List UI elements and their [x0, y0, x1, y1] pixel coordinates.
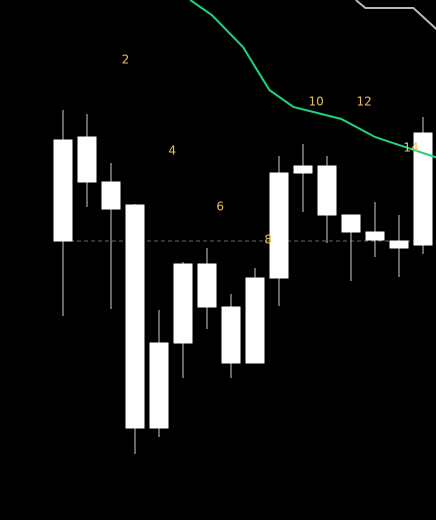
candle-body-12 [317, 165, 337, 216]
candle-body-4 [125, 204, 145, 429]
bar-count-label-2: 2 [122, 53, 130, 67]
candle-body-14 [365, 231, 385, 241]
candle-body-8 [221, 306, 241, 364]
moving-average-gray-upper [355, 0, 436, 31]
bar-count-label-14: 14 [403, 141, 418, 155]
bar-count-label-8: 8 [264, 233, 272, 247]
bar-count-label-6: 6 [216, 200, 224, 214]
candle-body-10 [269, 172, 289, 279]
candle-body-11 [293, 165, 313, 174]
candle-body-3 [101, 181, 121, 210]
candle-body-5 [149, 342, 169, 429]
candle-body-7 [197, 263, 217, 308]
candle-body-13 [341, 214, 361, 233]
bar-count-label-4: 4 [168, 144, 176, 158]
moving-average-green [189, 0, 436, 159]
candle-body-6 [173, 263, 193, 344]
candle-body-16 [413, 132, 433, 246]
candle-body-9 [245, 277, 265, 364]
bar-count-label-12: 12 [357, 95, 372, 109]
bar-count-label-10: 10 [309, 95, 324, 109]
candle-body-1 [53, 139, 73, 242]
candle-body-2 [77, 136, 97, 183]
candle-body-15 [389, 240, 409, 249]
